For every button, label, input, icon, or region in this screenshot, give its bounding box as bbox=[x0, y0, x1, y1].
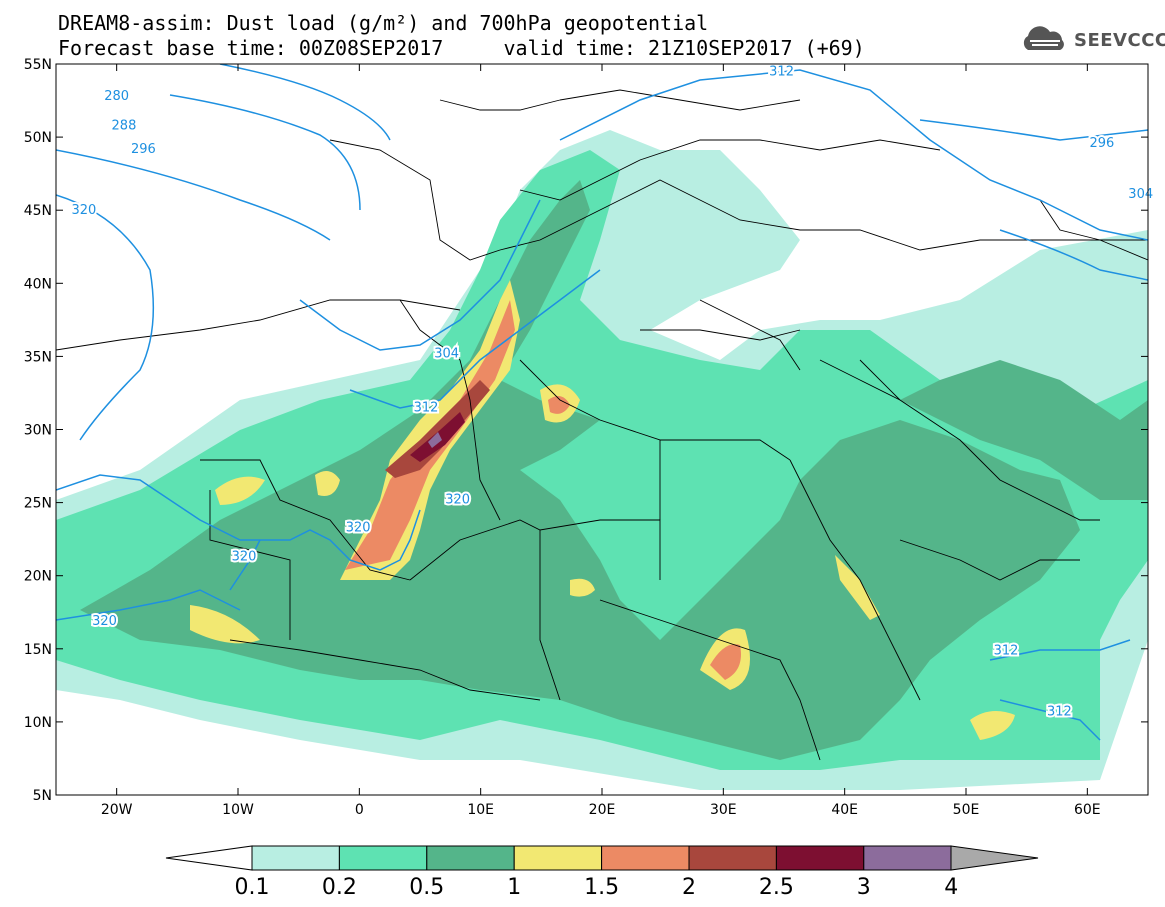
contour-label: 304 bbox=[434, 346, 459, 361]
legend-cell-7 bbox=[863, 845, 952, 871]
legend-label: 0.1 bbox=[235, 875, 270, 900]
lon-tick-label: 60E bbox=[1074, 802, 1101, 818]
legend-cell-6 bbox=[775, 845, 865, 871]
dust-level-1-h bbox=[570, 578, 595, 597]
geopotential-contours bbox=[56, 64, 1148, 741]
contour-label: 304 bbox=[1128, 187, 1153, 202]
lat-tick-label: 40N bbox=[24, 276, 52, 292]
contour-label: 296 bbox=[131, 142, 156, 157]
dust-level-1-f bbox=[315, 471, 340, 496]
dust-level-2 bbox=[385, 380, 490, 478]
legend-label: 2 bbox=[682, 875, 696, 900]
lon-tick-label: 0 bbox=[355, 802, 364, 818]
contour-label: 320 bbox=[445, 493, 470, 508]
contour-label: 320 bbox=[232, 550, 257, 565]
lat-tick-label: 35N bbox=[24, 349, 52, 365]
lat-tick-label: 20N bbox=[24, 569, 52, 585]
lon-tick-label: 30E bbox=[710, 802, 737, 818]
legend-label: 2.5 bbox=[759, 875, 794, 900]
contour-label: 312 bbox=[769, 64, 794, 79]
legend-label: 1 bbox=[507, 875, 521, 900]
lon-tick-label: 10W bbox=[222, 802, 254, 818]
legend-cells bbox=[251, 845, 952, 871]
lon-tick-label: 40E bbox=[831, 802, 858, 818]
legend-cell-1 bbox=[338, 845, 428, 871]
dust-level-1-g bbox=[215, 476, 265, 505]
legend-cell-0 bbox=[251, 845, 340, 871]
contour-label: 312 bbox=[1047, 705, 1072, 720]
lon-tick-label: 50E bbox=[953, 802, 980, 818]
logo-text: SEEVCCC bbox=[1074, 29, 1165, 51]
lat-tick-label: 50N bbox=[24, 130, 52, 146]
legend-high-arrow bbox=[950, 845, 1039, 871]
legend-label: 3 bbox=[857, 875, 871, 900]
legend-cell-4 bbox=[601, 845, 690, 871]
legend-cell-2 bbox=[426, 845, 515, 871]
dust-level-1.5-a bbox=[710, 644, 741, 680]
lat-tick-label: 55N bbox=[24, 57, 52, 73]
dust-level-1-d bbox=[835, 555, 880, 620]
legend-cell-5 bbox=[688, 845, 777, 871]
latitude-axis: 55N 50N 45N 40N 35N 30N 25N 20N 15N 10N 5N bbox=[24, 57, 1148, 804]
lon-tick-label: 10E bbox=[467, 802, 494, 818]
lat-tick-label: 15N bbox=[24, 642, 52, 658]
dust-level-1-e bbox=[970, 711, 1015, 740]
contour-label: 320 bbox=[92, 614, 117, 629]
seevccc-logo: SEEVCCC bbox=[1018, 26, 1165, 54]
chart-title: DREAM8-assim: Dust load (g/m²) and 700hP… bbox=[58, 11, 709, 35]
longitude-axis: 20W 10W 0 10E 20E 30E 40E 50E 60E bbox=[101, 64, 1101, 818]
lat-tick-label: 5N bbox=[33, 788, 52, 804]
lon-tick-label: 20W bbox=[101, 802, 133, 818]
legend-labels: 0.1 0.2 0.5 1 1.5 2 2.5 3 4 bbox=[235, 875, 959, 900]
lat-tick-label: 10N bbox=[24, 715, 52, 731]
lon-tick-label: 20E bbox=[589, 802, 616, 818]
dust-level-1-a bbox=[190, 605, 260, 644]
dust-level-3 bbox=[428, 432, 442, 448]
contour-label: 312 bbox=[414, 401, 439, 416]
dust-field bbox=[56, 130, 1148, 790]
contour-label: 296 bbox=[1089, 136, 1114, 151]
forecast-times: Forecast base time: 00Z08SEP2017 valid t… bbox=[58, 36, 865, 60]
lat-tick-label: 45N bbox=[24, 203, 52, 219]
dust-level-1.5-b bbox=[548, 396, 570, 414]
dust-level-0.5-east bbox=[900, 360, 1148, 500]
lat-tick-label: 30N bbox=[24, 423, 52, 439]
contour-label: 320 bbox=[71, 203, 96, 218]
country-borders bbox=[56, 89, 1148, 761]
legend-label: 1.5 bbox=[584, 875, 619, 900]
contour-label: 288 bbox=[112, 118, 137, 133]
lat-tick-label: 25N bbox=[24, 496, 52, 512]
contour-labels: 280 288 296 320 312 296 304 304 312 320 320 320 320 3… bbox=[69, 62, 1155, 721]
contour-label: 312 bbox=[994, 643, 1019, 658]
legend-label: 0.5 bbox=[409, 875, 444, 900]
contour-label: 320 bbox=[346, 520, 371, 535]
legend-cell-3 bbox=[513, 845, 603, 871]
dust-level-0.5 bbox=[80, 180, 1080, 760]
legend-label: 0.2 bbox=[322, 875, 357, 900]
legend-label: 4 bbox=[944, 875, 958, 900]
legend-colorbar: 0.1 0.2 0.5 1 1.5 2 2.5 3 4 bbox=[165, 845, 1039, 900]
cloud-icon bbox=[1023, 26, 1064, 50]
legend-low-arrow bbox=[165, 845, 253, 871]
contour-label: 280 bbox=[104, 89, 129, 104]
